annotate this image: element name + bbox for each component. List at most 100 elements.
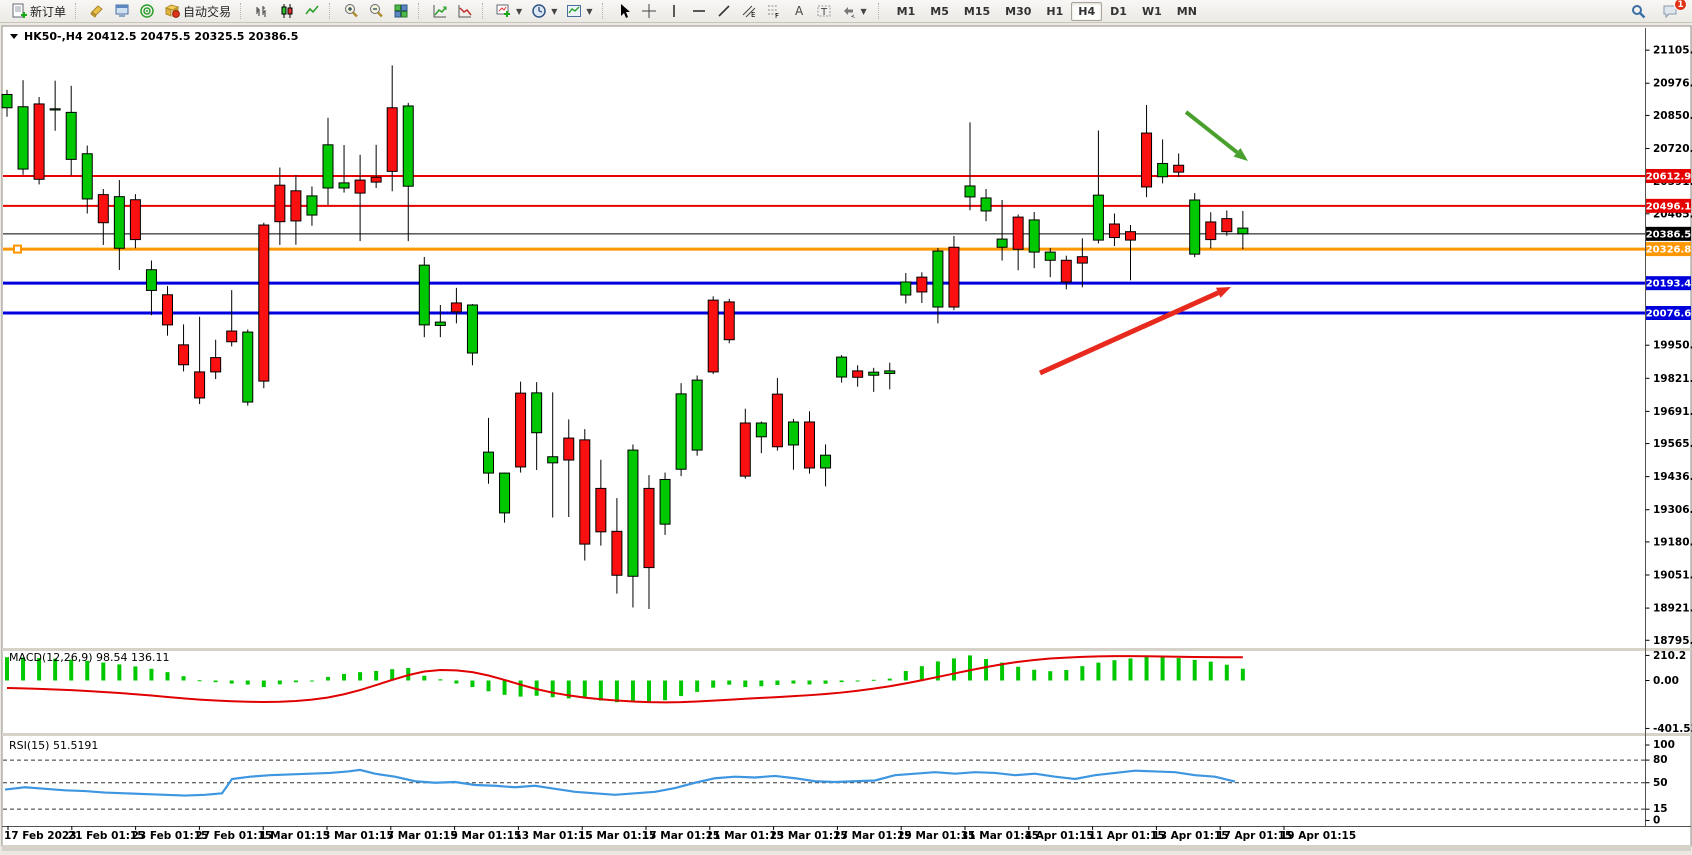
signals-button[interactable] xyxy=(135,1,159,21)
candle-body xyxy=(274,184,286,223)
vertical-line-button[interactable] xyxy=(662,1,686,21)
timeframe-button-m5[interactable]: M5 xyxy=(930,4,949,18)
trendline-button[interactable] xyxy=(712,1,736,21)
green-down-arrow[interactable] xyxy=(1184,110,1248,161)
crosshair-icon xyxy=(641,3,657,19)
search-button[interactable] xyxy=(1626,1,1650,21)
cursor-button[interactable] xyxy=(612,1,636,21)
candle-body xyxy=(675,393,687,470)
timeframe-button-w1[interactable]: W1 xyxy=(1141,4,1162,18)
macd-bar xyxy=(968,655,972,681)
macd-bar xyxy=(181,676,186,681)
candle-body xyxy=(418,264,430,326)
candle-down xyxy=(194,316,206,405)
indicators-button[interactable] xyxy=(428,1,452,21)
templates-button[interactable]: ▼ xyxy=(562,1,596,21)
crosshair-button[interactable] xyxy=(637,1,661,21)
bar-chart-button[interactable] xyxy=(250,1,274,21)
fibonacci-button[interactable]: F xyxy=(762,1,786,21)
indicator-list-button[interactable] xyxy=(453,1,477,21)
tile-windows-button[interactable] xyxy=(389,1,413,21)
red-up-arrow[interactable] xyxy=(1038,287,1231,376)
candle-up xyxy=(868,367,880,392)
candle-down xyxy=(162,286,173,336)
zoom-out-button[interactable] xyxy=(364,1,388,21)
zoom-in-button[interactable] xyxy=(339,1,363,21)
price-tick-label: 18921.5 xyxy=(1653,603,1692,615)
chart-window-button[interactable] xyxy=(110,1,134,21)
svg-text:E: E xyxy=(751,11,755,19)
auto-trading-button-label: 自动交易 xyxy=(183,4,232,19)
candle-body xyxy=(33,103,45,180)
timeframe-button-d1[interactable]: D1 xyxy=(1110,4,1127,18)
red-up-arrow-shaft[interactable] xyxy=(1038,290,1220,376)
arrows-button[interactable]: ▼ xyxy=(837,1,871,21)
price-tick-label: 21105.5 xyxy=(1653,45,1692,57)
candle-up xyxy=(65,85,77,176)
candle-down xyxy=(1076,238,1088,288)
periods-button[interactable]: ▼ xyxy=(527,1,561,21)
expert-advisors-button[interactable] xyxy=(85,1,109,21)
timeframe-button-h1[interactable]: H1 xyxy=(1046,4,1064,18)
candle-up xyxy=(1028,211,1040,269)
cursor-icon xyxy=(616,3,632,19)
new-order-button[interactable]: 新订单 xyxy=(7,1,70,21)
timeframe-button-m1[interactable]: M1 xyxy=(896,4,916,18)
candle-down xyxy=(579,429,591,561)
candle-down xyxy=(178,324,190,372)
text-button[interactable]: A xyxy=(787,1,811,21)
candle-up xyxy=(627,444,639,608)
candle-up xyxy=(820,444,832,487)
macd-bar xyxy=(85,660,90,681)
macd-bar xyxy=(518,680,523,697)
chat-button[interactable]: 1 xyxy=(1658,0,1687,21)
timeframe-button-m15[interactable]: M15 xyxy=(963,4,991,18)
candle-body xyxy=(964,185,976,198)
auto-trading-button[interactable]: 自动交易 xyxy=(160,1,235,21)
macd-bar xyxy=(935,661,940,681)
chart-window[interactable]: 21105.520976.020850.020720.520591.020465… xyxy=(0,23,1692,851)
candle-body xyxy=(595,487,607,533)
hline-marker[interactable] xyxy=(13,244,22,254)
candle-up xyxy=(836,355,848,383)
date-label: 19 Apr 01:15 xyxy=(1280,830,1356,842)
equidistant-channel-button[interactable]: E xyxy=(737,1,761,21)
candle-up xyxy=(306,186,318,226)
horizontal-line-button[interactable] xyxy=(687,1,711,21)
timeframe-button-m30[interactable]: M30 xyxy=(1005,4,1032,18)
new-chart-button[interactable]: ▼ xyxy=(492,1,526,21)
candle-body xyxy=(145,269,157,291)
line-chart-button[interactable] xyxy=(300,1,324,21)
candle-body xyxy=(1237,227,1249,235)
rsi-tick-label: 15 xyxy=(1653,803,1668,815)
candlestick-button[interactable] xyxy=(275,1,299,21)
candle-up xyxy=(322,117,334,205)
green-down-arrow-head[interactable] xyxy=(1233,148,1248,161)
price-badge xyxy=(1646,276,1691,291)
candle-body xyxy=(129,199,141,241)
red-up-arrow-head[interactable] xyxy=(1215,287,1231,298)
candle-body xyxy=(1125,231,1136,241)
timeframe-button-h4[interactable]: H4 xyxy=(1071,1,1103,21)
candle-up xyxy=(338,145,350,193)
candle-body xyxy=(932,250,944,308)
candle-down xyxy=(450,287,462,324)
candle-down xyxy=(1205,212,1217,249)
candle-up xyxy=(499,472,511,523)
text-label-button[interactable]: T xyxy=(812,1,836,21)
date-label: 3 Mar 01:15 xyxy=(323,830,394,842)
macd-bar xyxy=(839,680,844,683)
candle-up xyxy=(691,375,703,456)
timeframe-button-mn[interactable]: MN xyxy=(1176,4,1197,18)
candle-body xyxy=(531,392,543,434)
price-tick-label: 20850.0 xyxy=(1653,110,1692,122)
svg-text:F: F xyxy=(775,12,779,19)
macd-bar xyxy=(21,657,26,681)
green-down-arrow-shaft[interactable] xyxy=(1184,110,1239,154)
candle-body xyxy=(81,153,93,200)
toolbar-group xyxy=(425,0,480,22)
chart-collapse-icon[interactable] xyxy=(10,34,18,39)
toolbar-group xyxy=(247,0,327,22)
candle-body xyxy=(980,197,992,212)
candle-down xyxy=(595,459,607,546)
